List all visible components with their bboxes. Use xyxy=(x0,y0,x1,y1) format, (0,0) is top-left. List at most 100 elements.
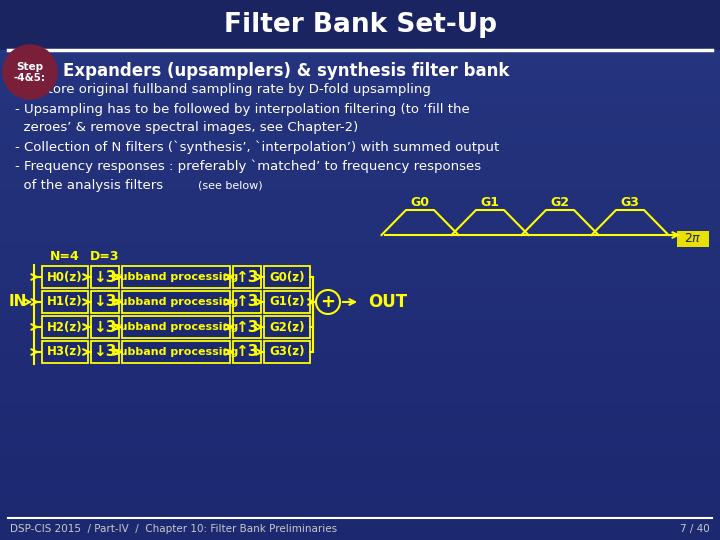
Bar xyxy=(0,358,720,359)
Bar xyxy=(0,198,720,199)
Bar xyxy=(0,131,720,132)
Bar xyxy=(0,256,720,257)
Bar xyxy=(122,291,230,313)
Bar xyxy=(0,385,720,386)
Bar xyxy=(0,465,720,466)
Bar xyxy=(0,0,720,50)
Bar xyxy=(0,193,720,194)
Text: $2\pi$: $2\pi$ xyxy=(684,233,702,246)
Bar xyxy=(0,330,720,331)
Bar xyxy=(91,341,119,363)
Bar xyxy=(0,253,720,254)
Bar xyxy=(0,49,720,50)
Bar xyxy=(0,496,720,497)
Bar xyxy=(0,56,720,57)
Bar xyxy=(0,441,720,442)
Bar xyxy=(0,223,720,224)
Bar xyxy=(0,34,720,35)
Bar xyxy=(0,266,720,267)
Bar xyxy=(0,298,720,299)
Bar xyxy=(0,440,720,441)
Bar xyxy=(0,407,720,408)
Bar xyxy=(0,439,720,440)
Bar xyxy=(0,318,720,319)
Bar xyxy=(0,433,720,434)
Bar xyxy=(0,235,720,236)
Text: Expanders (upsamplers) & synthesis filter bank: Expanders (upsamplers) & synthesis filte… xyxy=(63,62,509,80)
Bar xyxy=(0,375,720,376)
Bar xyxy=(0,454,720,455)
Text: G0(z): G0(z) xyxy=(269,271,305,284)
Bar xyxy=(0,1,720,2)
Bar xyxy=(0,380,720,381)
Bar xyxy=(0,518,720,519)
Bar xyxy=(0,7,720,8)
Bar xyxy=(0,445,720,446)
Bar xyxy=(0,471,720,472)
Bar xyxy=(0,368,720,369)
Bar xyxy=(0,415,720,416)
Bar xyxy=(0,187,720,188)
Bar xyxy=(0,371,720,372)
Bar xyxy=(0,239,720,240)
Bar xyxy=(0,186,720,187)
Bar xyxy=(0,213,720,214)
Bar xyxy=(0,19,720,20)
Bar xyxy=(0,356,720,357)
Text: ↓3: ↓3 xyxy=(94,269,117,285)
Bar xyxy=(0,104,720,105)
Bar xyxy=(0,336,720,337)
Bar xyxy=(0,269,720,270)
Bar xyxy=(0,278,720,279)
Circle shape xyxy=(3,45,57,99)
Bar xyxy=(0,167,720,168)
Bar xyxy=(0,367,720,368)
Bar xyxy=(0,401,720,402)
Bar xyxy=(0,52,720,53)
Bar xyxy=(0,232,720,233)
Bar xyxy=(0,458,720,459)
Bar xyxy=(0,210,720,211)
Bar xyxy=(0,144,720,145)
Bar xyxy=(0,221,720,222)
Text: G1(z): G1(z) xyxy=(269,295,305,308)
Bar xyxy=(0,79,720,80)
Bar xyxy=(0,500,720,501)
Bar xyxy=(0,531,720,532)
Bar xyxy=(0,40,720,41)
Bar xyxy=(0,50,720,51)
Bar xyxy=(0,158,720,159)
Bar xyxy=(0,107,720,108)
Bar xyxy=(0,497,720,498)
Bar xyxy=(0,428,720,429)
Bar xyxy=(0,171,720,172)
Bar xyxy=(0,334,720,335)
Bar xyxy=(0,57,720,58)
Bar xyxy=(0,168,720,169)
Bar xyxy=(0,268,720,269)
Bar xyxy=(0,462,720,463)
Bar xyxy=(0,267,720,268)
Bar xyxy=(0,3,720,4)
Bar xyxy=(0,384,720,385)
Bar xyxy=(0,177,720,178)
Bar xyxy=(0,249,720,250)
Bar xyxy=(0,42,720,43)
Bar xyxy=(0,406,720,407)
Bar xyxy=(0,121,720,122)
Bar xyxy=(0,539,720,540)
Bar xyxy=(0,436,720,437)
Bar xyxy=(0,157,720,158)
Bar xyxy=(0,192,720,193)
Bar xyxy=(0,37,720,38)
Bar xyxy=(0,344,720,345)
Bar xyxy=(0,418,720,419)
Bar xyxy=(0,422,720,423)
Bar xyxy=(0,288,720,289)
Bar xyxy=(0,528,720,529)
Bar xyxy=(0,101,720,102)
Bar xyxy=(0,538,720,539)
Text: G3: G3 xyxy=(621,197,639,210)
Bar xyxy=(0,137,720,138)
Bar xyxy=(0,437,720,438)
